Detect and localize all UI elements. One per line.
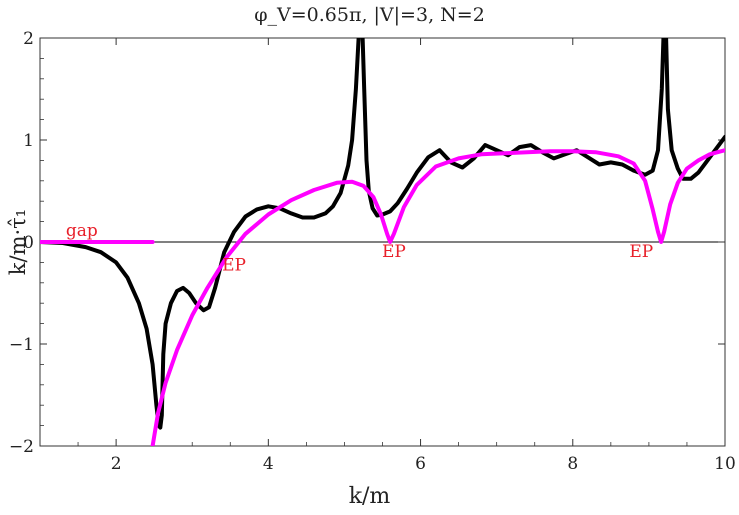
annotation-label: EP	[222, 255, 246, 275]
y-tick-label: −2	[9, 437, 34, 457]
x-axis-label: k/m	[348, 484, 391, 509]
y-tick-label: 1	[23, 131, 34, 151]
annotation-label: EP	[382, 242, 406, 262]
series-line-0	[40, 38, 725, 430]
x-tick-label: 8	[567, 454, 578, 474]
y-tick-label: 2	[23, 29, 34, 49]
y-tick-label: −1	[9, 335, 34, 355]
series-line-1	[150, 148, 725, 446]
annotation-label: EP	[629, 242, 653, 262]
y-tick-label: 0	[23, 233, 34, 253]
annotation-label: gap	[66, 221, 98, 241]
x-tick-label: 6	[415, 454, 426, 474]
x-tick-label: 2	[111, 454, 122, 474]
y-axis-label: k/m·τ̂₁	[6, 208, 30, 276]
chart-title: φ_V=0.65π, |V|=3, N=2	[254, 4, 485, 26]
x-tick-label: 10	[714, 454, 736, 474]
x-tick-label: 4	[263, 454, 274, 474]
